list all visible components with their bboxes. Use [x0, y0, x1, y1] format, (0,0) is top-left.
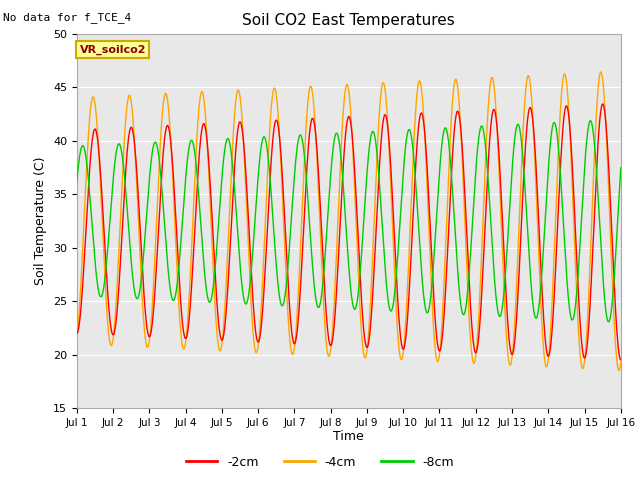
- Y-axis label: Soil Temperature (C): Soil Temperature (C): [35, 156, 47, 285]
- Text: No data for f_TCE_4: No data for f_TCE_4: [3, 12, 131, 23]
- Title: Soil CO2 East Temperatures: Soil CO2 East Temperatures: [243, 13, 455, 28]
- Legend: -2cm, -4cm, -8cm: -2cm, -4cm, -8cm: [181, 451, 459, 474]
- Text: VR_soilco2: VR_soilco2: [79, 45, 146, 55]
- X-axis label: Time: Time: [333, 431, 364, 444]
